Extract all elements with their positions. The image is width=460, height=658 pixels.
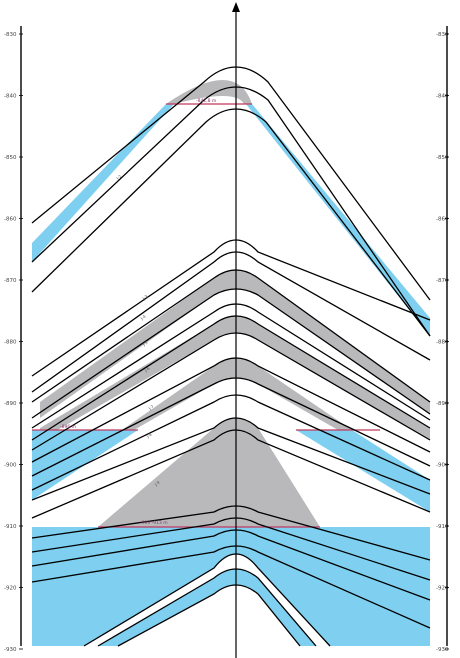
water-band-right-1 (296, 430, 430, 512)
right-tick-label: -840 (436, 94, 449, 100)
left-tick-label: -930 (4, 647, 17, 653)
left-tick-label: -860 (4, 217, 17, 223)
left-tick-label: -920 (4, 586, 17, 592)
layer-label: J-7 (147, 403, 155, 411)
layer-label: J-3 (141, 293, 149, 301)
left-tick-label: -880 (4, 340, 17, 346)
right-tick-label: -850 (436, 155, 449, 161)
left-tick-label: -870 (4, 278, 17, 284)
layer-label: J-5 (141, 339, 149, 347)
left-tick-label: -890 (4, 401, 17, 407)
upper-water-zone-right (246, 104, 430, 336)
left-tick-label: -840 (4, 94, 17, 100)
lower-water-zone (32, 527, 430, 646)
right-tick-label: -870 (436, 278, 449, 284)
layer-label: J-2 (115, 173, 123, 181)
right-tick-label: -930 (436, 647, 449, 653)
right-tick-labels: -830 -840 -850 -860 -870 -880 -890 -900 -910 -920… (436, 32, 449, 653)
middle-level-label: -896 m (60, 424, 76, 430)
left-tick-labels: -830 -840 -850 -860 -870 -880 -890 -900 -910 -920… (4, 32, 23, 653)
lower-level-label: -909 -913 m (140, 520, 168, 526)
water-band-right-2 (338, 430, 430, 494)
upper-water-zone-left (32, 104, 174, 262)
left-tick-label: -850 (4, 155, 17, 161)
right-tick-label: -860 (436, 217, 449, 223)
left-tick-label: -910 (4, 524, 17, 530)
axis-arrow-head (232, 2, 240, 12)
layer-label: J-8 (145, 431, 153, 439)
gas-band-3 (122, 358, 352, 430)
upper-level-label: -841,8 m (196, 98, 216, 104)
layer-label: J-9 (153, 479, 161, 487)
layer-label: J-4 (139, 313, 147, 321)
right-tick-label: -920 (436, 586, 449, 592)
right-tick-label: -880 (436, 340, 449, 346)
right-tick-label: -830 (436, 32, 449, 38)
layer-label: J-6 (143, 365, 151, 373)
central-gas-body (98, 418, 320, 527)
layer-labels: J-2 J-3 J-4 J-5 J-6 J-7 J-8 J-9 (115, 173, 161, 487)
right-tick-label: -910 (436, 524, 449, 530)
left-tick-label: -830 (4, 32, 17, 38)
upper-gas-cap (166, 80, 252, 104)
right-tick-label: -890 (436, 401, 449, 407)
left-tick-label: -900 (4, 463, 17, 469)
right-tick-label: -900 (436, 463, 449, 469)
